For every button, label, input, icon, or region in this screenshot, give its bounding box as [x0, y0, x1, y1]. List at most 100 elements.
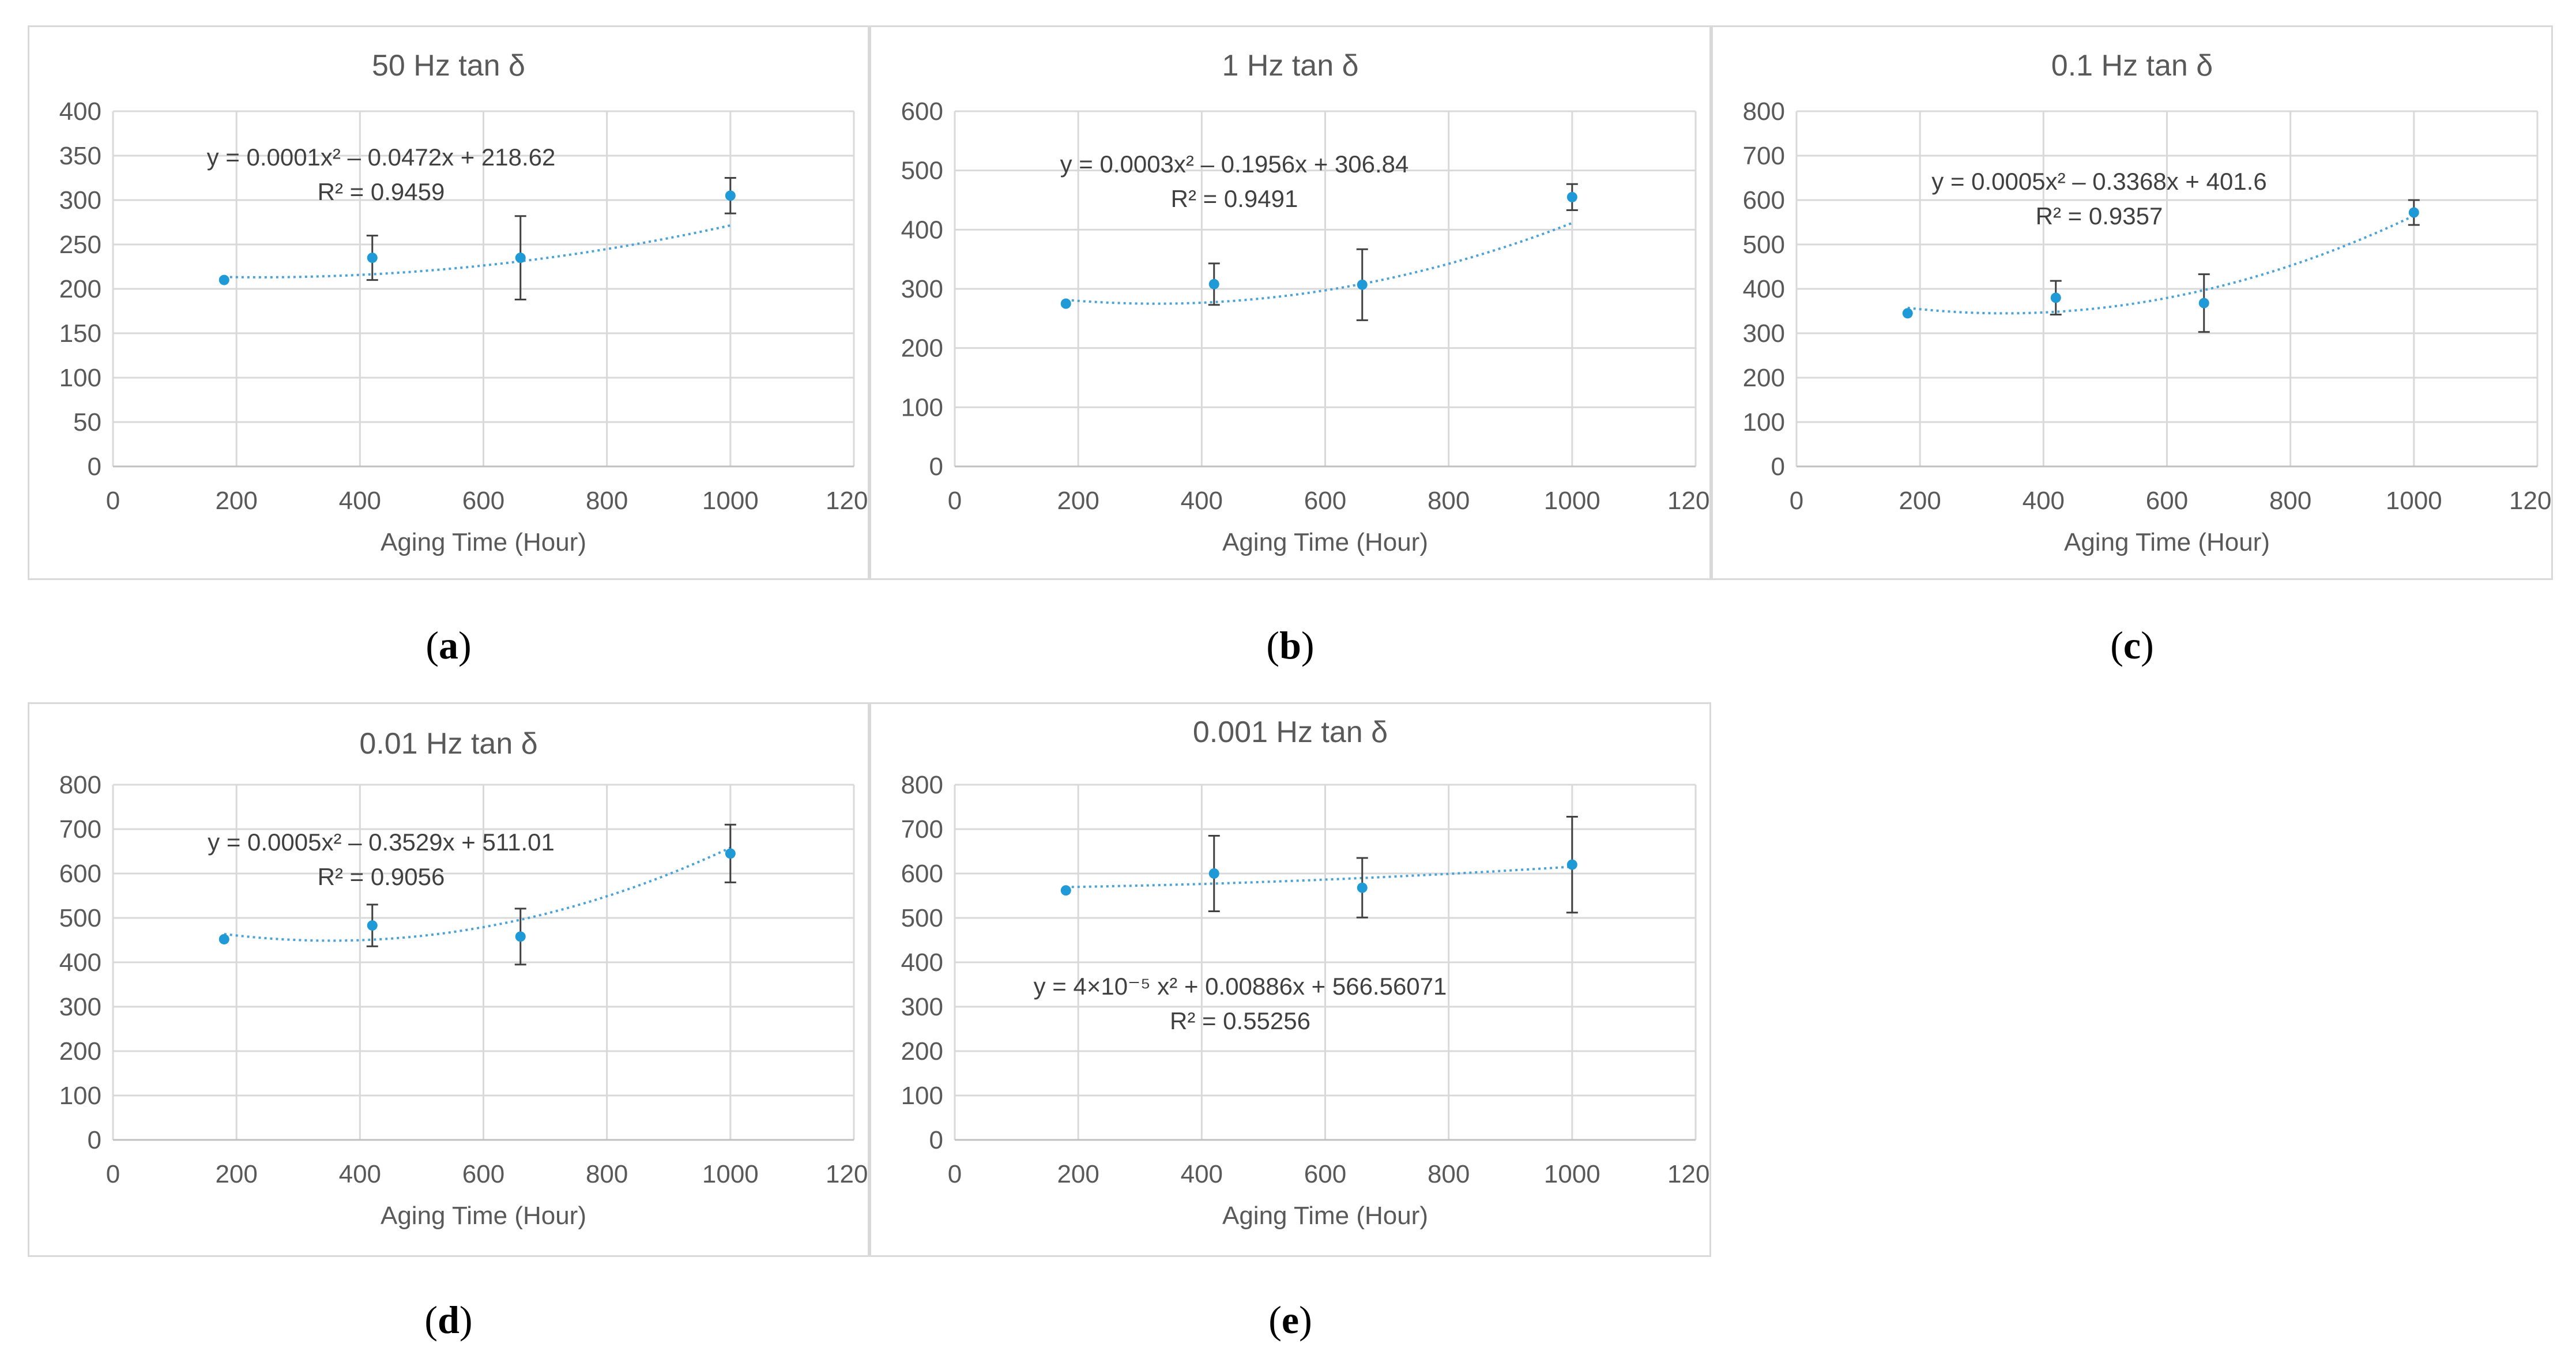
y-tick-label: 400 — [59, 97, 101, 126]
x-tick-label: 600 — [1304, 487, 1346, 515]
x-tick-label: 400 — [339, 487, 381, 515]
x-tick-label: 1000 — [702, 487, 759, 515]
x-tick-label: 1200 — [1667, 1160, 1709, 1188]
y-tick-label: 300 — [901, 993, 943, 1021]
data-point — [1357, 279, 1368, 290]
x-tick-label: 200 — [215, 1160, 257, 1188]
y-tick-label: 700 — [1743, 142, 1785, 170]
y-tick-label: 600 — [901, 97, 943, 126]
x-tick-label: 200 — [215, 487, 257, 515]
data-point — [1060, 885, 1071, 896]
x-tick-label: 800 — [586, 487, 628, 515]
x-tick-label: 1200 — [826, 1160, 868, 1188]
trendline-equation: y = 0.0005x² – 0.3529x + 511.01 — [208, 829, 555, 856]
x-tick-label: 1000 — [702, 1160, 759, 1188]
trendline — [1065, 221, 1573, 305]
y-tick-label: 0 — [929, 1126, 943, 1154]
chart-svg-c: 0.1 Hz tan δ 0 100 200 300 400 500 600 700 800 0 20… — [1743, 49, 2551, 556]
data-point — [1208, 868, 1219, 879]
chart-svg-a: 50 Hz tan δ 0 50 100 150 200 250 300 350 400 0 200 4… — [59, 49, 868, 556]
y-tick-label: 400 — [901, 216, 943, 244]
y-tick-label: 250 — [59, 231, 101, 259]
chart-svg-e: 0.001 Hz tan δ 0 100 200 300 400 500 600 700 800 0… — [901, 716, 1709, 1230]
x-tick-label: 0 — [106, 1160, 120, 1188]
x-tick-label: 600 — [462, 487, 504, 515]
chart-svg-b: 1 Hz tan δ 0 100 200 300 400 500 600 0 200 400 600 8… — [901, 49, 1709, 556]
x-axis-label: Aging Time (Hour) — [381, 528, 586, 556]
y-tick-label: 200 — [59, 1037, 101, 1066]
data-point — [1566, 191, 1577, 202]
y-tick-label: 100 — [901, 393, 943, 421]
trendline — [224, 846, 731, 942]
chart-title: 0.01 Hz tan δ — [359, 727, 537, 761]
x-tick-label: 800 — [2269, 487, 2311, 515]
trendline-r2: R² = 0.9357 — [2036, 202, 2163, 229]
x-tick-label: 800 — [1428, 1160, 1470, 1188]
data-point — [515, 253, 526, 263]
x-tick-label: 1000 — [1544, 1160, 1600, 1188]
data-point — [2050, 292, 2061, 303]
y-tick-label: 600 — [1743, 186, 1785, 214]
sublabel-a: (a) — [425, 623, 472, 667]
y-tick-label: 800 — [59, 771, 101, 799]
trendline-r2: R² = 0.9056 — [318, 863, 445, 890]
trendline — [224, 224, 731, 278]
data-point — [1060, 298, 1071, 309]
x-tick-label: 800 — [586, 1160, 628, 1188]
x-tick-label: 1200 — [1667, 487, 1709, 515]
data-point — [1357, 882, 1368, 893]
y-tick-label: 100 — [901, 1082, 943, 1110]
y-tick-label: 350 — [59, 142, 101, 170]
trendline — [1065, 865, 1572, 889]
y-tick-label: 300 — [59, 993, 101, 1021]
x-axis-label: Aging Time (Hour) — [2064, 528, 2270, 556]
y-tick-label: 200 — [901, 1037, 943, 1066]
x-tick-label: 0 — [948, 487, 962, 515]
data-point — [725, 190, 736, 201]
trendline-r2: R² = 0.9459 — [318, 178, 445, 205]
sublabel-c: (c) — [2110, 623, 2154, 667]
x-tick-label: 400 — [1181, 487, 1223, 515]
data-point — [219, 274, 229, 285]
x-axis-label: Aging Time (Hour) — [1222, 528, 1428, 556]
trendline-equation: y = 4×10⁻⁵ x² + 0.00886x + 566.56071 — [1034, 973, 1447, 1000]
chart-title: 50 Hz tan δ — [372, 49, 525, 82]
x-tick-label: 200 — [1057, 1160, 1099, 1188]
y-tick-label: 300 — [1743, 319, 1785, 348]
chart-title: 0.1 Hz tan δ — [2051, 49, 2213, 82]
y-tick-label: 400 — [59, 948, 101, 977]
y-tick-label: 500 — [901, 157, 943, 185]
x-tick-label: 1200 — [2509, 487, 2551, 515]
x-tick-label: 400 — [2023, 487, 2065, 515]
data-point — [367, 920, 378, 931]
y-tick-label: 100 — [1743, 408, 1785, 436]
chart-panel-c: 0.1 Hz tan δ 0 100 200 300 400 500 600 700 800 0 20… — [1711, 25, 2553, 580]
x-tick-label: 0 — [948, 1160, 962, 1188]
y-tick-label: 200 — [901, 334, 943, 363]
sublabel-e: (e) — [1268, 1298, 1312, 1342]
sublabel-d: (d) — [424, 1298, 473, 1342]
data-point — [1566, 859, 1577, 870]
data-point — [219, 933, 229, 944]
trendline-equation: y = 0.0005x² – 0.3368x + 401.6 — [1931, 168, 2266, 195]
y-tick-label: 400 — [901, 948, 943, 977]
data-point — [2408, 207, 2419, 218]
x-tick-label: 400 — [339, 1160, 381, 1188]
trendline — [1907, 214, 2415, 315]
chart-title: 1 Hz tan δ — [1222, 49, 1358, 82]
data-point — [1208, 278, 1219, 289]
y-tick-label: 600 — [59, 860, 101, 888]
y-tick-label: 700 — [901, 815, 943, 844]
x-tick-label: 200 — [1057, 487, 1099, 515]
data-point — [725, 848, 736, 859]
y-tick-label: 0 — [1771, 453, 1785, 481]
y-tick-label: 100 — [59, 364, 101, 392]
sublabel-b: (b) — [1266, 623, 1315, 667]
x-tick-label: 600 — [1304, 1160, 1346, 1188]
x-tick-label: 0 — [106, 487, 120, 515]
y-tick-label: 500 — [901, 904, 943, 932]
x-tick-label: 1200 — [826, 487, 868, 515]
y-tick-label: 0 — [929, 453, 943, 481]
y-tick-label: 500 — [1743, 231, 1785, 259]
trendline-r2: R² = 0.55256 — [1170, 1007, 1310, 1034]
